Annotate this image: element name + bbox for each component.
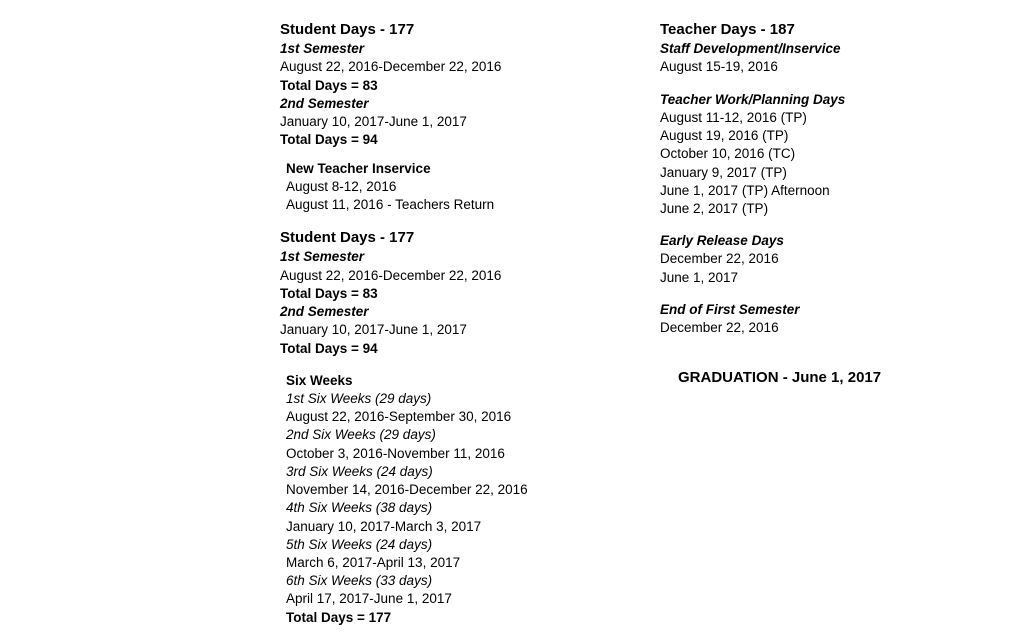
six-weeks-4-range: January 10, 2017-March 3, 2017: [286, 518, 580, 536]
six-weeks-5-range: March 6, 2017-April 13, 2017: [286, 554, 580, 572]
new-teacher-title: New Teacher Inservice: [286, 160, 580, 178]
six-weeks-3-label: 3rd Six Weeks (24 days): [286, 463, 580, 481]
teacher-days-title: Teacher Days - 187: [660, 20, 940, 40]
new-teacher-line-2: August 11, 2016 - Teachers Return: [286, 196, 580, 214]
student-days-1-title: Student Days - 177: [280, 20, 580, 40]
sem1b-range: August 22, 2016-December 22, 2016: [280, 267, 580, 285]
six-weeks-3-range: November 14, 2016-December 22, 2016: [286, 481, 580, 499]
six-weeks-2-range: October 3, 2016-November 11, 2016: [286, 445, 580, 463]
planning-l4: January 9, 2017 (TP): [660, 164, 940, 182]
new-teacher-line-1: August 8-12, 2016: [286, 178, 580, 196]
sem2-total: Total Days = 94: [280, 131, 580, 149]
end-first-l1: December 22, 2016: [660, 319, 940, 337]
calendar-layout: Student Days - 177 1st Semester August 2…: [0, 0, 1032, 641]
teacher-days-block: Teacher Days - 187 Staff Development/Ins…: [660, 20, 940, 77]
staff-dev-label: Staff Development/Inservice: [660, 40, 940, 58]
end-first-title: End of First Semester: [660, 301, 940, 319]
six-weeks-total: Total Days = 177: [286, 609, 580, 627]
teacher-planning-block: Teacher Work/Planning Days August 11-12,…: [660, 91, 940, 219]
sem1-label: 1st Semester: [280, 40, 580, 58]
sem2-label: 2nd Semester: [280, 95, 580, 113]
planning-l3: October 10, 2016 (TC): [660, 145, 940, 163]
staff-dev-range: August 15-19, 2016: [660, 58, 940, 76]
sem1-total: Total Days = 83: [280, 77, 580, 95]
planning-l2: August 19, 2016 (TP): [660, 127, 940, 145]
six-weeks-6-label: 6th Six Weeks (33 days): [286, 572, 580, 590]
six-weeks-5-label: 5th Six Weeks (24 days): [286, 536, 580, 554]
six-weeks-1-range: August 22, 2016-September 30, 2016: [286, 408, 580, 426]
sem1b-total: Total Days = 83: [280, 285, 580, 303]
six-weeks-1-label: 1st Six Weeks (29 days): [286, 390, 580, 408]
sem2b-range: January 10, 2017-June 1, 2017: [280, 321, 580, 339]
sem1b-label: 1st Semester: [280, 248, 580, 266]
graduation-heading: GRADUATION - June 1, 2017: [678, 369, 940, 386]
student-days-block-2: Student Days - 177 1st Semester August 2…: [280, 228, 580, 358]
new-teacher-inservice-block: New Teacher Inservice August 8-12, 2016 …: [286, 160, 580, 215]
right-column: Teacher Days - 187 Staff Development/Ins…: [660, 20, 940, 641]
early-release-l1: December 22, 2016: [660, 250, 940, 268]
sem2b-label: 2nd Semester: [280, 303, 580, 321]
six-weeks-title: Six Weeks: [286, 372, 580, 390]
six-weeks-2-label: 2nd Six Weeks (29 days): [286, 426, 580, 444]
six-weeks-4-label: 4th Six Weeks (38 days): [286, 499, 580, 517]
student-days-block-1: Student Days - 177 1st Semester August 2…: [280, 20, 580, 150]
sem2b-total: Total Days = 94: [280, 340, 580, 358]
student-days-2-title: Student Days - 177: [280, 228, 580, 248]
planning-l5: June 1, 2017 (TP) Afternoon: [660, 182, 940, 200]
planning-l6: June 2, 2017 (TP): [660, 200, 940, 218]
six-weeks-block: Six Weeks 1st Six Weeks (29 days) August…: [286, 372, 580, 627]
sem2-range: January 10, 2017-June 1, 2017: [280, 113, 580, 131]
planning-title: Teacher Work/Planning Days: [660, 91, 940, 109]
early-release-block: Early Release Days December 22, 2016 Jun…: [660, 232, 940, 287]
left-column: Student Days - 177 1st Semester August 2…: [280, 20, 580, 641]
early-release-title: Early Release Days: [660, 232, 940, 250]
six-weeks-6-range: April 17, 2017-June 1, 2017: [286, 590, 580, 608]
end-first-semester-block: End of First Semester December 22, 2016: [660, 301, 940, 337]
early-release-l2: June 1, 2017: [660, 269, 940, 287]
sem1-range: August 22, 2016-December 22, 2016: [280, 58, 580, 76]
planning-l1: August 11-12, 2016 (TP): [660, 109, 940, 127]
